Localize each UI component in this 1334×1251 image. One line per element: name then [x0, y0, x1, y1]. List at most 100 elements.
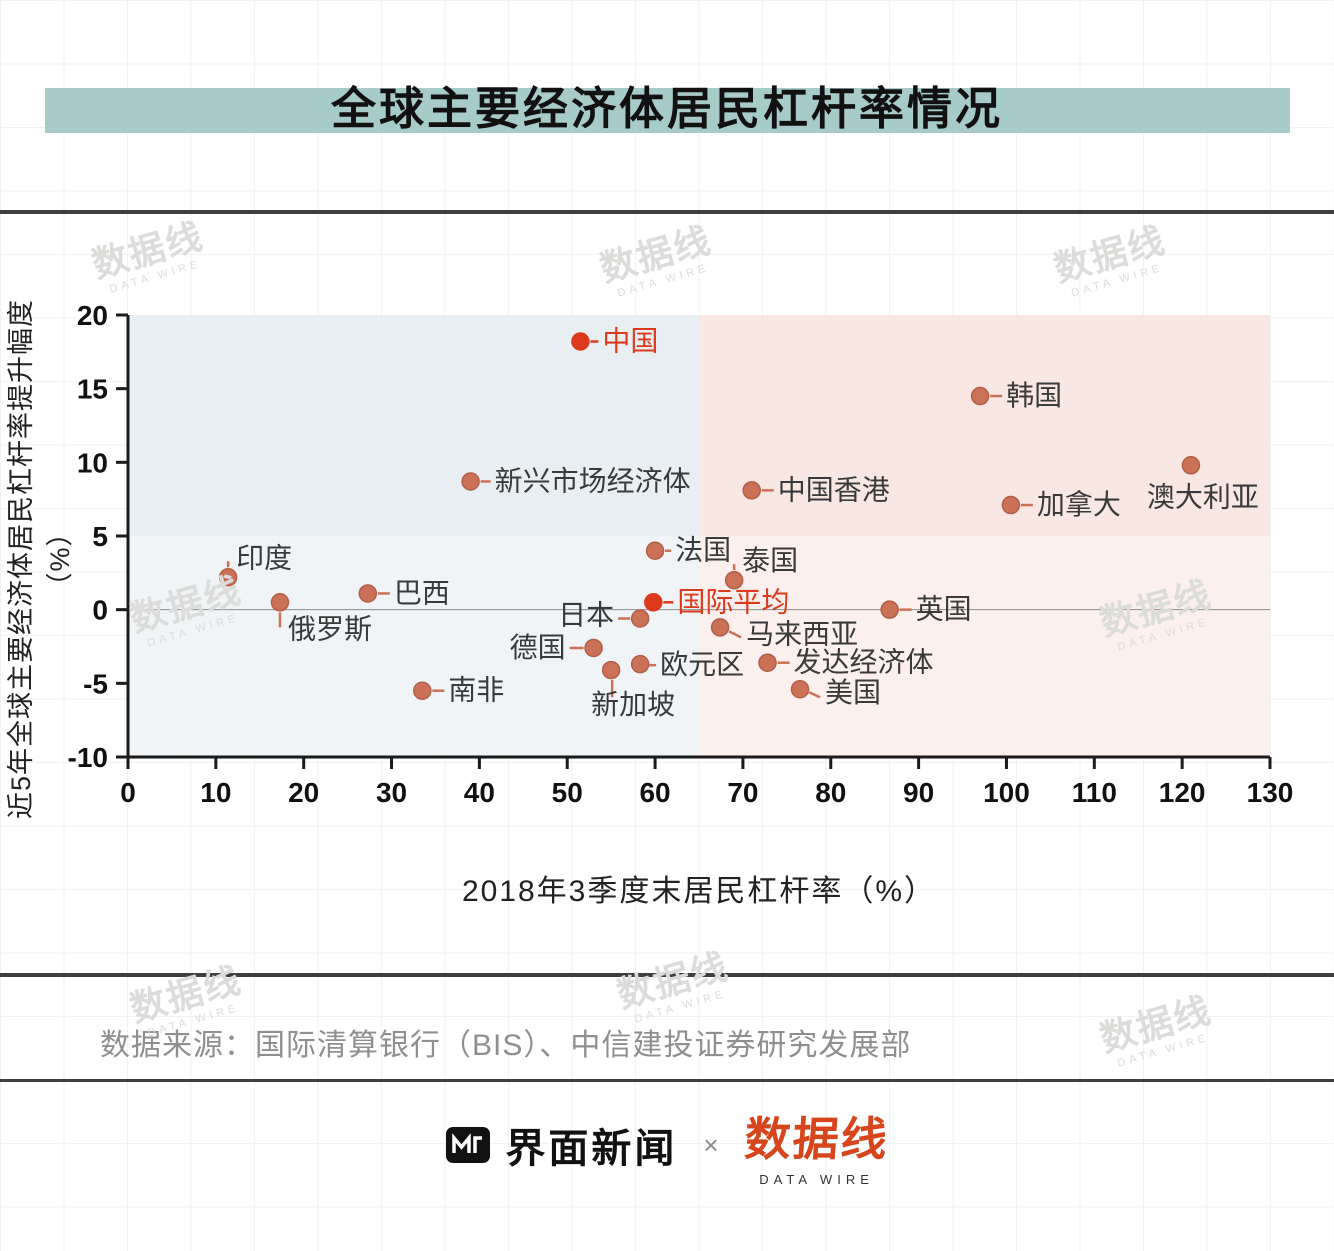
data-point — [758, 653, 777, 672]
leverage-scatter-chart: 0 10 20 30 40 50 60 70 80 90 100 110 120 130 20 15 10 5 0-… — [0, 299, 1334, 920]
jiemian-logo: 界面新闻 — [445, 1116, 677, 1174]
watermark-subtext: DATA WIRE — [108, 257, 203, 296]
title-highlight-bar — [45, 88, 1290, 133]
point-label: 澳大利亚 — [1147, 481, 1259, 512]
point-label: 中国香港 — [778, 474, 890, 505]
y-tick-label: 15 — [77, 374, 108, 405]
x-tick-label: 60 — [639, 777, 670, 808]
watermark-text: 数据线 — [1049, 218, 1171, 290]
point-label: 印度 — [236, 542, 292, 573]
watermark: 数据线 DATA WIRE — [87, 214, 212, 298]
y-axis-title: 近5年全球主要经济体居民杠杆率提升幅度（%） — [6, 299, 75, 820]
data-point — [970, 386, 990, 406]
data-point — [790, 679, 810, 699]
y-tick-label: 0 — [92, 595, 108, 626]
data-point — [601, 660, 621, 680]
x-tick-label: 100 — [983, 777, 1030, 808]
point-label: 巴西 — [394, 577, 450, 608]
x-tick-label: 110 — [1072, 777, 1117, 808]
data-point — [724, 570, 744, 590]
point-label: 加拿大 — [1037, 489, 1121, 520]
datawire-logo-text: 数据线 — [742, 1113, 891, 1165]
datawire-logo-subtext: DATA WIRE — [759, 1172, 874, 1187]
watermark-text: 数据线 — [1095, 988, 1217, 1060]
quadrant-bg — [128, 536, 699, 757]
y-tick-label: 10 — [77, 447, 108, 478]
chart-canvas: 0 10 20 30 40 50 60 70 80 90 100 110 120 13020151050-… — [68, 300, 1294, 808]
footer-logos: 界面新闻 × 数据线 DATA WIRE — [0, 1100, 1334, 1190]
data-point — [630, 654, 650, 674]
x-tick-label: 20 — [288, 777, 319, 808]
watermark: 数据线 DATA WIRE — [595, 218, 720, 302]
data-point — [880, 600, 899, 619]
datawire-logo: 数据线 DATA WIRE — [742, 1103, 891, 1187]
point-label: 南非 — [448, 675, 504, 706]
data-point — [358, 584, 378, 603]
watermark-text: 数据线 — [612, 944, 734, 1016]
watermark-text: 数据线 — [125, 958, 247, 1030]
data-point — [645, 541, 665, 560]
watermark: 数据线 DATA WIRE — [1095, 988, 1220, 1072]
point-label: 韩国 — [1006, 380, 1062, 411]
x-tick-label: 130 — [1247, 777, 1294, 808]
x-tick-label: 80 — [815, 777, 846, 808]
data-point — [1181, 456, 1201, 475]
data-point — [584, 638, 603, 658]
y-tick-label: -5 — [83, 668, 108, 699]
data-point — [270, 593, 290, 612]
y-tick-label: 20 — [77, 300, 108, 331]
data-source-line: 数据来源：国际清算银行（BIS）、中信建投证券研究发展部 — [100, 1029, 912, 1062]
data-point — [1001, 495, 1021, 515]
point-label: 新兴市场经济体 — [495, 465, 691, 496]
data-point — [710, 618, 730, 637]
x-tick-label: 50 — [552, 777, 583, 808]
divider-middle — [0, 973, 1334, 977]
x-tick-label: 90 — [903, 777, 934, 808]
watermark-subtext: DATA WIRE — [1070, 261, 1165, 300]
x-tick-label: 120 — [1159, 777, 1206, 808]
x-tick-label: 30 — [376, 777, 407, 808]
watermark-text: 数据线 — [87, 214, 209, 286]
quadrant-bg — [699, 536, 1270, 757]
point-label: 日本 — [558, 600, 614, 631]
page-title: 全球主要经济体居民杠杆率情况 — [330, 83, 1003, 134]
point-label: 国际平均 — [677, 586, 789, 617]
point-label: 中国 — [602, 326, 658, 357]
point-label: 德国 — [510, 632, 566, 663]
point-label: 发达经济体 — [794, 647, 934, 678]
jiemian-logo-text: 界面新闻 — [505, 1127, 678, 1171]
x-tick-label: 40 — [464, 777, 495, 808]
watermark: 数据线 DATA WIRE — [1049, 218, 1174, 302]
logo-separator: × — [703, 1129, 719, 1160]
data-point — [571, 332, 590, 351]
data-point — [461, 472, 480, 491]
y-tick-label: 5 — [92, 521, 108, 552]
point-label: 马来西亚 — [746, 618, 858, 649]
point-label: 英国 — [916, 594, 972, 625]
label-connector — [728, 630, 742, 639]
quadrant-bg — [128, 315, 699, 536]
quadrant-bg — [699, 315, 1270, 536]
y-tick-label: -10 — [68, 742, 108, 773]
watermark-text: 数据线 — [595, 218, 717, 290]
point-label: 美国 — [825, 677, 881, 708]
point-label: 新加坡 — [591, 689, 675, 720]
x-tick-label: 70 — [727, 777, 758, 808]
jiemian-icon — [446, 1127, 491, 1163]
watermark-subtext: DATA WIRE — [1116, 1031, 1211, 1070]
divider-top — [0, 210, 1334, 214]
point-label: 俄罗斯 — [288, 613, 372, 644]
point-label: 欧元区 — [660, 649, 744, 680]
data-point — [742, 481, 761, 500]
data-point — [413, 681, 432, 700]
x-tick-label: 10 — [200, 777, 231, 808]
label-connector — [808, 691, 821, 699]
point-label: 泰国 — [742, 545, 798, 576]
watermark-subtext: DATA WIRE — [616, 261, 711, 300]
x-axis-title: 2018年3季度末居民杠杆率（%） — [461, 875, 937, 908]
point-label: 法国 — [675, 535, 731, 566]
data-point — [218, 568, 238, 587]
data-point — [644, 593, 663, 612]
watermark: 数据线 DATA WIRE — [612, 944, 737, 1028]
